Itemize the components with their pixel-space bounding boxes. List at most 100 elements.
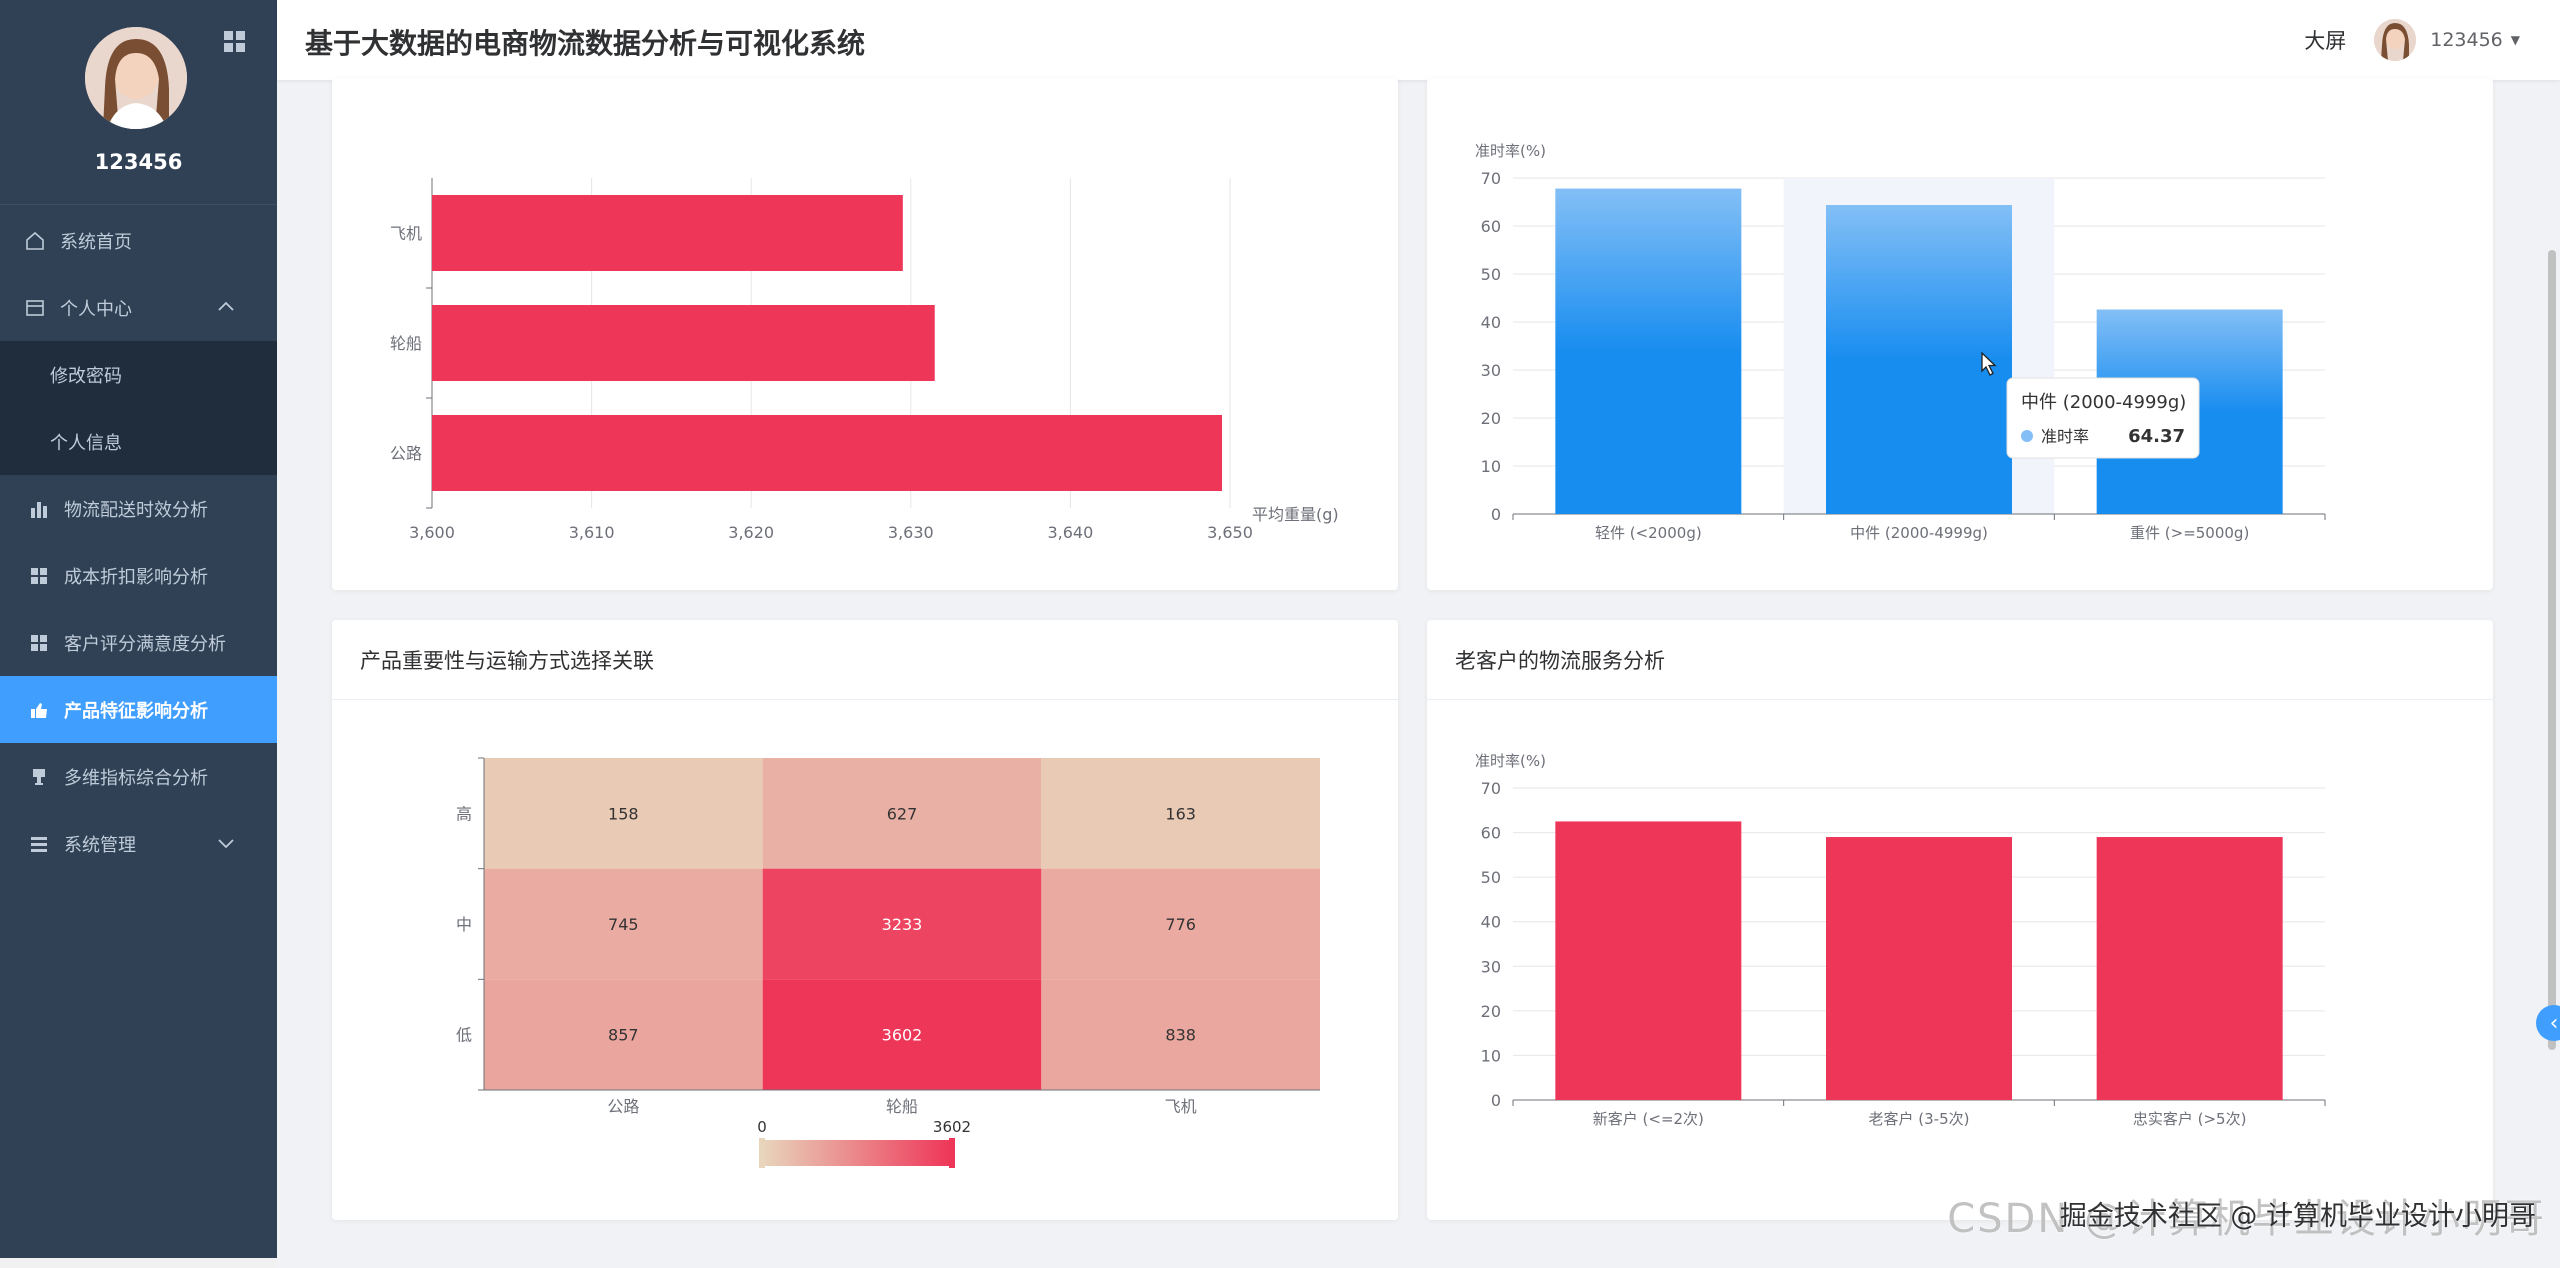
home-icon [24, 230, 46, 252]
card-title: 老客户的物流服务分析 [1427, 620, 2493, 700]
grid-icon[interactable] [223, 30, 247, 54]
submenu-personal-center: 修改密码 个人信息 [0, 341, 277, 475]
card-weight-ontime: 0 10 20 30 40 50 60 70 准时率(%) 轻件 (<2000g) 中件 (2000… [1427, 78, 2493, 590]
heatmap-cell [1041, 758, 1320, 869]
heatmap-cell [484, 758, 763, 869]
caret-down-icon[interactable]: ▼ [2510, 33, 2520, 47]
visual-map-max-label: 3602 [933, 1118, 971, 1136]
x-tick-label: 3,640 [1047, 523, 1093, 542]
heatmap-value-label: 776 [1165, 915, 1196, 934]
weight-ontime-chart: 0 10 20 30 40 50 60 70 准时率(%) 轻件 (<2000g) 中件 (2000… [1475, 142, 2326, 542]
card-transport-weight: 3,600 3,610 3,620 3,630 3,640 3,650 公路 轮船 飞机 平均重量… [332, 78, 1398, 590]
y-tick-label: 20 [1481, 1002, 1501, 1021]
visual-map-min-label: 0 [757, 1118, 767, 1136]
sidebar-item-product-features[interactable]: 产品特征影响分析 [0, 676, 277, 743]
bar [432, 305, 935, 381]
heatmap-value-label: 627 [887, 804, 918, 823]
sidebar-item-system-management[interactable]: 系统管理 [0, 810, 277, 877]
visual-map-handle-max [949, 1138, 955, 1168]
avatar[interactable] [2374, 19, 2417, 61]
y-tick-label: 30 [1481, 361, 1501, 380]
x-tick-label: 新客户 (<=2次) [1593, 1110, 1704, 1128]
tooltip-marker [2021, 430, 2033, 442]
sidebar-item-cost-discount[interactable]: 成本折扣影响分析 [0, 542, 277, 609]
heatmap-cell [484, 868, 763, 980]
x-tick-label: 轮船 [886, 1097, 918, 1116]
sidebar-item-label: 成本折扣影响分析 [64, 566, 208, 588]
sidebar-item-change-password[interactable]: 修改密码 [0, 341, 277, 408]
y-tick-label: 0 [1491, 505, 1501, 524]
y-tick-label: 50 [1481, 265, 1501, 284]
chevron-down-icon [218, 839, 234, 849]
y-tick-label: 60 [1481, 824, 1501, 843]
page-title: 基于大数据的电商物流数据分析与可视化系统 [305, 27, 866, 60]
thumb-up-icon [28, 699, 50, 721]
heatmap-value-label: 857 [608, 1026, 639, 1045]
watermark-ghost: CSDN @计算机毕业设计小明哥 [1947, 1196, 2546, 1242]
sidebar-item-label: 系统管理 [64, 834, 136, 856]
big-screen-link[interactable]: 大屏 [2304, 29, 2347, 53]
chevron-up-icon [218, 301, 234, 311]
sidebar-item-label: 个人信息 [50, 432, 122, 454]
sidebar-item-customer-rating[interactable]: 客户评分满意度分析 [0, 609, 277, 676]
sidebar-item-personal-center[interactable]: 个人中心 [0, 274, 277, 341]
y-tick-label: 40 [1481, 313, 1501, 332]
heatmap-value-label: 838 [1165, 1026, 1196, 1045]
card-heatmap: 产品重要性与运输方式选择关联 高 158 627 163 中 745 3233 776 低 857… [332, 620, 1398, 1220]
heatmap-cell [1041, 868, 1320, 980]
tooltip-value: 64.37 [2128, 426, 2185, 447]
tooltip-box [2006, 377, 2200, 459]
chevron-left-icon[interactable]: ‹ [2536, 1005, 2560, 1041]
y-tick-label: 10 [1481, 457, 1501, 476]
avatar[interactable] [85, 27, 187, 129]
bar [1826, 837, 2012, 1100]
goblet-icon [28, 766, 50, 788]
card-title: 产品重要性与运输方式选择关联 [332, 620, 1398, 700]
heatmap-value-label: 745 [608, 915, 639, 934]
sidebar-item-label: 物流配送时效分析 [64, 499, 208, 521]
y-axis-label: 准时率(%) [1475, 752, 1546, 770]
sidebar-profile: 123456 [0, 0, 277, 205]
horizontal-scrollbar[interactable] [0, 1258, 277, 1268]
header-right: 大屏 123456 ▼ [2304, 18, 2520, 62]
visual-map-gradient [762, 1140, 952, 1166]
sidebar-item-label: 修改密码 [50, 365, 122, 387]
sidebar-item-label: 个人中心 [60, 298, 132, 320]
x-tick-label: 中件 (2000-4999g) [1850, 524, 1988, 542]
heatmap-cell [762, 868, 1042, 980]
sidebar-item-multi-dimension[interactable]: 多维指标综合分析 [0, 743, 277, 810]
sidebar-menu: 系统首页 个人中心 修改密码 个人信息 物流配送时效分析 成本折扣影响分析 客户… [0, 207, 277, 877]
sidebar-item-home[interactable]: 系统首页 [0, 207, 277, 274]
x-tick-label: 轻件 (<2000g) [1595, 524, 1702, 542]
y-tick-label: 10 [1481, 1046, 1501, 1065]
wallet-icon [24, 297, 46, 319]
y-tick-label: 60 [1481, 217, 1501, 236]
sidebar-item-label: 多维指标综合分析 [64, 767, 208, 789]
y-tick-label: 高 [456, 804, 472, 823]
sidebar-item-label: 产品特征影响分析 [64, 700, 208, 722]
watermark: CSDN @计算机毕业设计小明哥 掘金技术社区 @ 计算机毕业设计小明哥 [1947, 1194, 2544, 1242]
y-tick-label: 40 [1481, 913, 1501, 932]
vertical-scrollbar[interactable] [2548, 250, 2556, 1050]
watermark-text: 掘金技术社区 @ 计算机毕业设计小明哥 [2059, 1201, 2536, 1232]
sidebar-item-delivery-timeliness[interactable]: 物流配送时效分析 [0, 475, 277, 542]
sidebar-item-label: 系统首页 [60, 231, 132, 253]
x-tick-label: 忠实客户 (>5次) [2133, 1110, 2247, 1128]
heatmap-value-label: 163 [1165, 804, 1196, 823]
x-tick-label: 飞机 [1165, 1097, 1197, 1116]
bar [1826, 205, 2012, 515]
top-header: 基于大数据的电商物流数据分析与可视化系统 大屏 123456 ▼ [277, 0, 2560, 80]
x-tick-label: 老客户 (3-5次) [1869, 1110, 1970, 1128]
customer-ontime-chart: 0 10 20 30 40 50 60 70 准时率(%) 新客户 (<=2次) 老客户 (3-5次… [1475, 752, 2326, 1128]
y-tick-label: 30 [1481, 957, 1501, 976]
sidebar-item-personal-info[interactable]: 个人信息 [0, 408, 277, 475]
profile-name: 123456 [94, 150, 183, 174]
transport-weight-chart: 3,600 3,610 3,620 3,630 3,640 3,650 公路 轮船 飞机平均重量… [390, 178, 1339, 542]
heatmap-cell [1041, 979, 1320, 1090]
heatmap-value-label: 3602 [882, 1026, 923, 1045]
x-tick-label: 3,610 [569, 523, 615, 542]
bar [1555, 188, 1742, 514]
y-tick-label: 飞机 [390, 224, 422, 243]
header-username[interactable]: 123456 [2430, 29, 2503, 51]
bar [432, 415, 1223, 491]
